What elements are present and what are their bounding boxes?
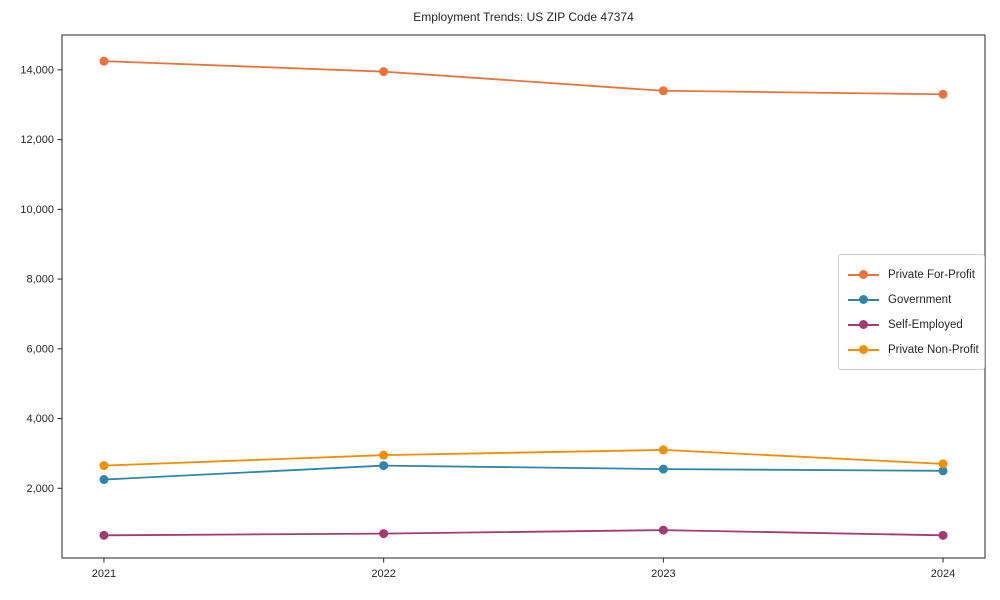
chart-title: Employment Trends: US ZIP Code 47374 <box>413 10 634 24</box>
y-tick-label: 10,000 <box>20 204 54 216</box>
data-point-private-non-profit-2023 <box>658 445 668 455</box>
y-tick-label: 4,000 <box>26 413 54 425</box>
data-point-private-for-profit-2021 <box>99 56 109 66</box>
data-point-government-2023 <box>658 464 668 474</box>
y-tick-label: 8,000 <box>26 274 54 286</box>
data-point-self-employed-2023 <box>658 525 668 535</box>
data-point-private-for-profit-2023 <box>658 86 668 96</box>
data-point-government-2021 <box>99 475 109 485</box>
data-point-private-for-profit-2022 <box>379 67 389 77</box>
data-point-government-2022 <box>379 461 389 471</box>
series-line-self-employed <box>103 529 944 537</box>
legend-marker-icon <box>848 320 879 330</box>
series-line-private-non-profit <box>103 449 944 467</box>
data-point-self-employed-2021 <box>99 530 109 540</box>
legend-item-self-employed: Self-Employed <box>848 312 975 337</box>
legend-label: Private For-Profit <box>888 268 975 281</box>
legend-item-private-non-profit: Private Non-Profit <box>848 337 979 362</box>
data-point-private-non-profit-2024 <box>938 459 948 469</box>
legend-item-private-for-profit: Private For-Profit <box>848 262 975 287</box>
data-point-self-employed-2022 <box>379 529 389 539</box>
data-point-self-employed-2024 <box>938 530 948 540</box>
y-tick-label: 2,000 <box>26 483 54 495</box>
legend-label: Government <box>888 293 952 306</box>
plot-border <box>61 34 986 559</box>
x-tick-label: 2022 <box>371 568 395 580</box>
series-line-private-for-profit <box>103 60 944 96</box>
x-tick-label: 2024 <box>931 568 955 580</box>
y-tick-label: 6,000 <box>26 343 54 355</box>
legend-marker-icon <box>848 270 879 280</box>
data-point-private-non-profit-2022 <box>379 450 389 460</box>
legend-marker-icon <box>848 295 879 305</box>
legend-marker-icon <box>848 345 879 355</box>
x-tick-label: 2023 <box>651 568 675 580</box>
legend-label: Self-Employed <box>888 318 963 331</box>
data-point-government-2024 <box>938 466 948 476</box>
y-tick-label: 12,000 <box>20 134 54 146</box>
data-point-private-for-profit-2024 <box>938 89 948 99</box>
series-line-government <box>103 464 944 481</box>
data-point-private-non-profit-2021 <box>99 461 109 471</box>
legend-item-government: Government <box>848 287 975 312</box>
legend: Private For-Profit Government Self-Employe… <box>838 254 985 370</box>
y-tick-label: 14,000 <box>20 64 54 76</box>
x-tick-label: 2021 <box>92 568 116 580</box>
legend-label: Private Non-Profit <box>888 343 979 356</box>
